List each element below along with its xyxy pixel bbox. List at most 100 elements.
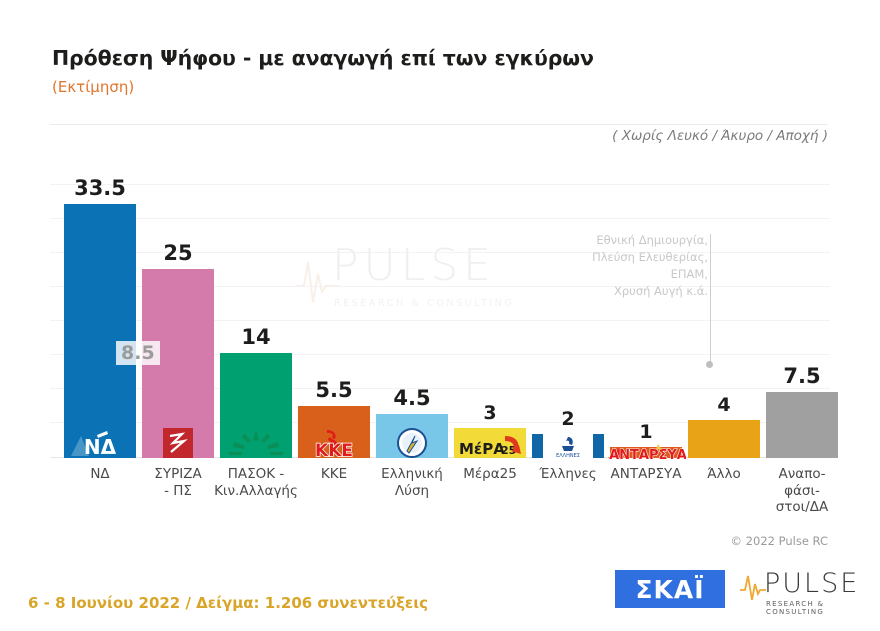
pulse-logo: PULSE RESEARCH & CONSULTING xyxy=(740,568,870,616)
bar-value-kke: 5.5 xyxy=(315,378,353,402)
page-title: Πρόθεση Ψήφου - με αναγωγή επί των εγκύρ… xyxy=(52,46,594,70)
fieldwork-date-sample: 6 - 8 Ιουνίου 2022 / Δείγμα: 1.206 συνεν… xyxy=(28,594,429,612)
xlabel-text: - ΠΣ xyxy=(164,482,192,499)
annotation-line-1: Εθνική Δημιουργία, xyxy=(596,233,708,247)
annotation-line-3: ΕΠΑΜ, xyxy=(670,267,708,281)
bar-rect-allo: 4 xyxy=(688,394,760,458)
bar-value-antarsya: 1 xyxy=(639,421,653,443)
bar-rect-ellines: 2 ΕΛΛΗΝΕΣ xyxy=(532,408,604,459)
xlabel-syriza: ΣΥΡΙΖΑ - ΠΣ xyxy=(136,466,220,499)
pulse-logo-text: PULSE xyxy=(764,568,860,599)
xlabel-kke: ΚΚΕ xyxy=(298,466,370,483)
bar-kke[interactable]: 5.5 ΚΚΕ xyxy=(298,378,370,462)
xlabel-text: Αναπο- xyxy=(778,466,826,482)
xlabel-pasok: ΠΑΣΟΚ - Κιν.Αλλαγής xyxy=(206,466,306,499)
bar-series: 33.5 ΝΔ 25 xyxy=(50,150,838,469)
bar-value-allo: 4 xyxy=(717,394,731,416)
xlabel-text: Λύση xyxy=(394,482,430,499)
gridline xyxy=(50,218,830,219)
other-parties-annotation: Εθνική Δημιουργία, Πλεύση Ελευθερίας, ΕΠ… xyxy=(556,232,708,300)
annotation-line-4: Χρυσή Αυγή κ.ά. xyxy=(613,284,708,298)
gridline xyxy=(50,320,830,321)
pasok-logo xyxy=(225,428,287,469)
bar-rect-nd: 33.5 ΝΔ xyxy=(64,176,136,459)
bar-rect-pasok: 14 xyxy=(220,325,292,469)
xlabel-text: Έλληνες xyxy=(539,466,597,482)
skai-logo: ΣΚΑΪ xyxy=(615,570,725,608)
annotation-leader-dot xyxy=(706,361,713,368)
gap-badge: 8.5 xyxy=(116,341,160,365)
gridline xyxy=(50,354,830,355)
xlabel-text: Άλλο xyxy=(707,466,741,482)
bar-value-syriza: 25 xyxy=(163,241,193,265)
mera25-logo: ΜέΡΑ 25 xyxy=(455,432,525,458)
xlabel-text: Μέρα25 xyxy=(463,466,517,482)
page-subtitle: (Εκτίμηση) xyxy=(52,78,135,96)
bar-syriza[interactable]: 25 xyxy=(142,241,214,458)
bar-rect-mera25: 3 ΜέΡΑ 25 xyxy=(454,402,526,458)
bar-anapofasistoi[interactable]: 7.5 xyxy=(766,364,838,458)
ellines-logo: ΕΛΛΗΝΕΣ xyxy=(543,434,593,459)
svg-text:25: 25 xyxy=(501,444,516,457)
xlabel-text: ΝΔ xyxy=(90,466,110,482)
bar-rect-antarsya: 1 ΑΝΤΑΡΣΥΑ xyxy=(608,421,687,464)
kke-logo: ΚΚΕ xyxy=(303,428,365,462)
bar-rect-anapofasistoi: 7.5 xyxy=(766,364,838,458)
gridline xyxy=(50,252,830,253)
xlabel-anapofasistoi: Αναπο- φάσι- στοι/ΔΑ xyxy=(762,466,842,516)
bar-value-nd: 33.5 xyxy=(74,176,126,200)
xlabel-text: Κιν.Αλλαγής xyxy=(214,482,298,499)
pulse-logo-subtext: RESEARCH & CONSULTING xyxy=(766,600,825,616)
bar-allo[interactable]: 4 xyxy=(688,394,760,458)
antarsya-logo: ΑΝΤΑΡΣΥΑ xyxy=(606,442,687,464)
copyright-text: © 2022 Pulse RC xyxy=(730,534,828,548)
bar-value-mera25: 3 xyxy=(483,402,497,424)
xlabel-text: στοι/ΔΑ xyxy=(775,499,829,515)
svg-text:ΕΛΛΗΝΕΣ: ΕΛΛΗΝΕΣ xyxy=(556,453,580,458)
chart-plot-area: 33.5 ΝΔ 25 xyxy=(50,150,838,469)
valid-votes-note: ( Χωρίς Λευκό / Άκυρο / Αποχή ) xyxy=(612,128,828,144)
header-divider xyxy=(50,124,828,125)
xlabel-text: ΚΚΕ xyxy=(320,466,348,482)
elliniki-lysi-logo xyxy=(395,424,429,458)
bar-ellines[interactable]: 2 ΕΛΛΗΝΕΣ xyxy=(532,408,604,459)
bar-rect-syriza: 25 xyxy=(142,241,214,458)
bar-value-anapofasistoi: 7.5 xyxy=(783,364,821,388)
xlabel-mera25: Μέρα25 xyxy=(450,466,530,483)
bar-pasok[interactable]: 14 xyxy=(220,325,292,469)
bar-rect-kke: 5.5 ΚΚΕ xyxy=(298,378,370,462)
bar-nd[interactable]: 33.5 ΝΔ xyxy=(64,176,136,459)
gridline xyxy=(50,184,830,185)
svg-text:ΑΝΤΑΡΣΥΑ: ΑΝΤΑΡΣΥΑ xyxy=(609,448,686,463)
gridline xyxy=(50,286,830,287)
bar-value-pasok: 14 xyxy=(241,325,271,349)
svg-text:ΜέΡΑ: ΜέΡΑ xyxy=(459,440,505,458)
syriza-logo xyxy=(163,428,193,458)
xlabel-text: ΣΥΡΙΖΑ xyxy=(154,466,202,482)
pulse-wave-icon xyxy=(740,575,766,601)
bar-elliniki-lysi[interactable]: 4.5 xyxy=(376,386,448,458)
xlabel-ellines: Έλληνες xyxy=(528,466,608,483)
xlabel-text: φάσι- xyxy=(784,482,820,499)
svg-text:ΝΔ: ΝΔ xyxy=(84,435,117,458)
xlabel-nd: ΝΔ xyxy=(64,466,136,483)
annotation-leader-line xyxy=(710,234,711,364)
svg-text:ΚΚΕ: ΚΚΕ xyxy=(315,441,353,458)
bar-value-elliniki-lysi: 4.5 xyxy=(393,386,431,410)
bar-mera25[interactable]: 3 ΜέΡΑ 25 xyxy=(454,402,526,458)
xlabel-text: ΑΝΤΑΡΣΥΑ xyxy=(610,466,682,482)
gridline xyxy=(50,388,830,389)
skai-logo-text: ΣΚΑΪ xyxy=(635,574,705,604)
xlabel-allo: Άλλο xyxy=(688,466,760,483)
bar-antarsya[interactable]: 1 ΑΝΤΑΡΣΥΑ xyxy=(608,421,687,464)
xlabel-antarsya: ΑΝΤΑΡΣΥΑ xyxy=(598,466,694,483)
xlabel-text: ΠΑΣΟΚ - xyxy=(227,466,285,482)
annotation-line-2: Πλεύση Ελευθερίας, xyxy=(592,250,708,264)
bar-value-ellines: 2 xyxy=(561,408,575,430)
nd-logo: ΝΔ xyxy=(67,430,133,459)
xlabel-text: Ελληνική xyxy=(381,466,443,482)
bar-rect-elliniki-lysi: 4.5 xyxy=(376,386,448,458)
xlabel-elliniki-lysi: Ελληνική Λύση xyxy=(370,466,454,499)
x-axis-labels: ΝΔ ΣΥΡΙΖΑ - ΠΣ ΠΑΣΟΚ - Κιν.Αλλαγής ΚΚΕ Ε… xyxy=(50,466,830,526)
